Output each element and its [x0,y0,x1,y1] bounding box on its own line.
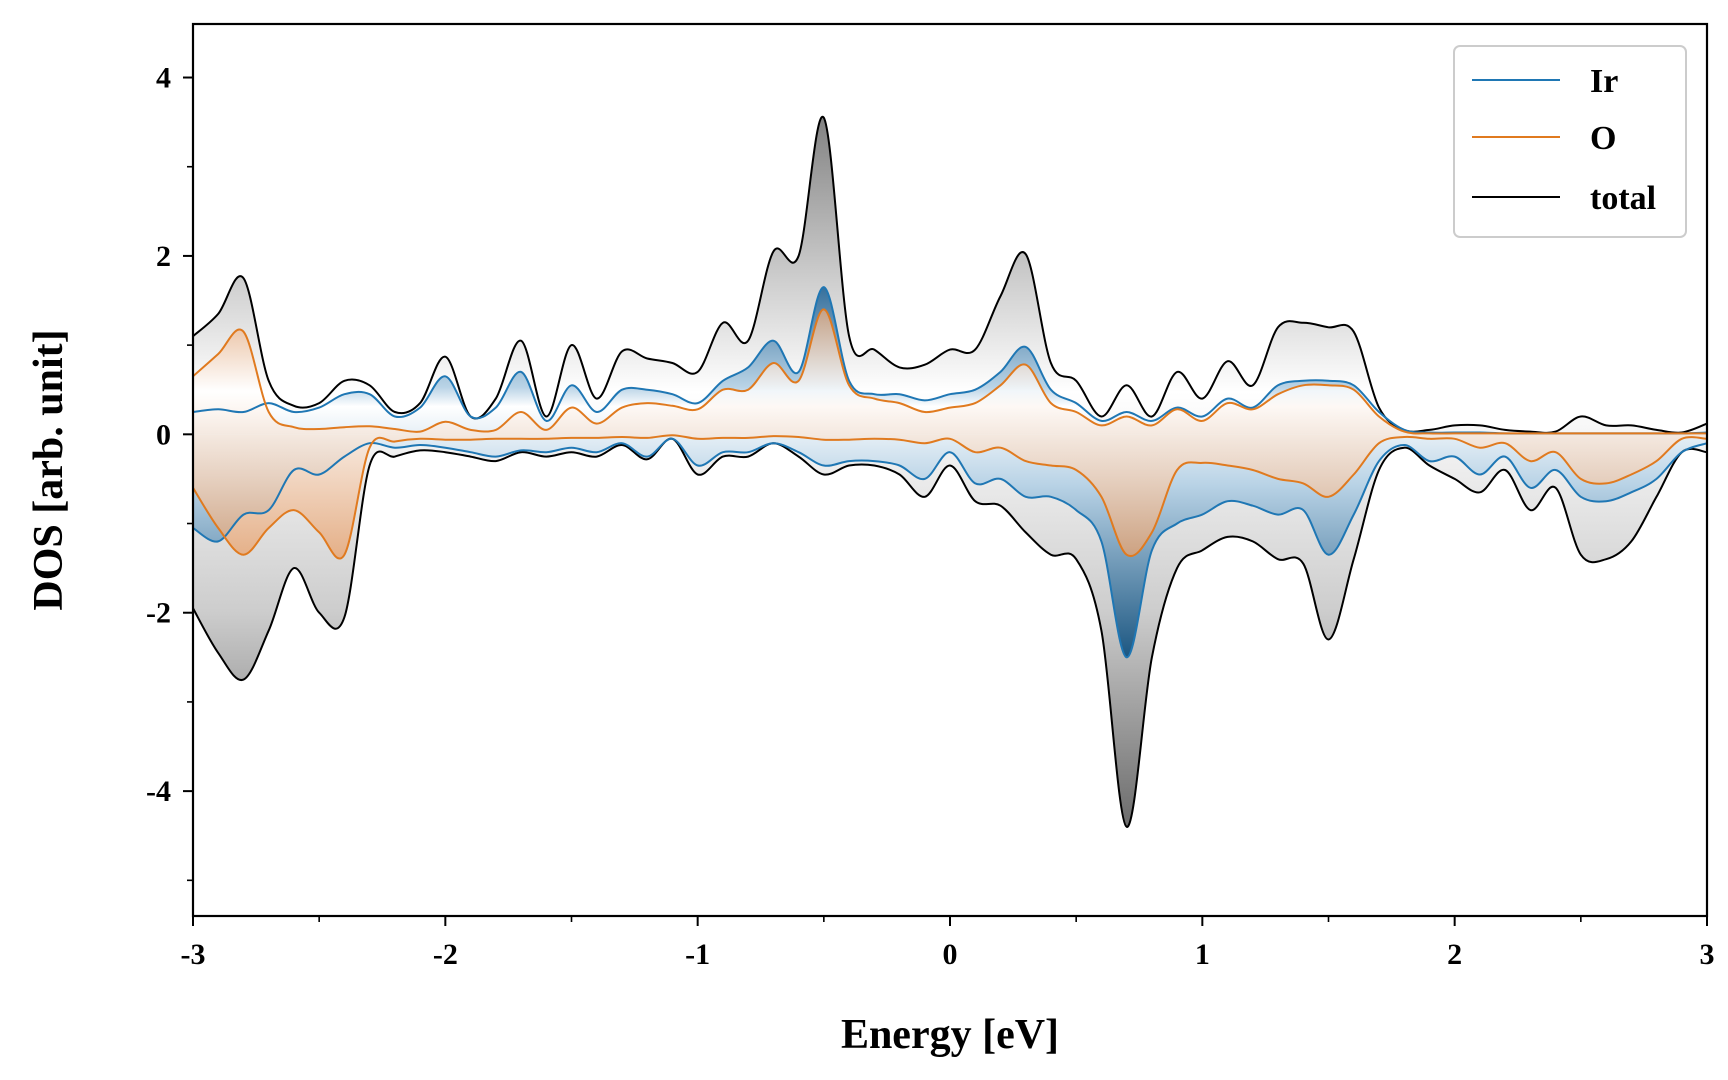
series-o-down [193,434,1707,560]
x-tick-label: 2 [1447,938,1462,971]
series-total-down [193,437,1707,828]
legend-total-label: total [1590,180,1656,217]
series-total-up [193,115,1707,434]
x-tick-label: 3 [1700,938,1715,971]
legend: Ir O total [1453,45,1687,238]
fill-ir-down [193,434,1707,658]
fill-layer [193,116,1707,827]
x-tick-label: 0 [943,938,958,971]
fill-total-up [193,116,1707,435]
y-axis-title: DOS [arb. unit] [26,329,72,610]
fill-o-down [193,434,1707,559]
x-tick-label: -2 [433,938,458,971]
x-axis: -3 -2 -1 0 1 2 3 [181,916,1715,971]
legend-ir-label: Ir [1590,63,1618,100]
y-tick-label: -4 [146,775,171,808]
x-tick-label: 1 [1195,938,1210,971]
series-ir-down [193,437,1707,659]
y-tick-label: 2 [156,240,171,273]
fill-o-up [193,309,1707,435]
y-tick-label: -2 [146,597,171,630]
x-tick-label: -3 [181,938,206,971]
legend-o-label: O [1590,120,1616,157]
y-tick-label: 0 [156,418,171,451]
y-axis: -4 -2 0 2 4 [146,62,193,882]
series-o-up [193,308,1707,435]
x-tick-label: -1 [685,938,710,971]
legend-box [1453,45,1687,238]
y-tick-label: 4 [156,62,171,95]
line-layer [193,115,1707,828]
x-axis-title: Energy [eV] [841,1012,1059,1058]
